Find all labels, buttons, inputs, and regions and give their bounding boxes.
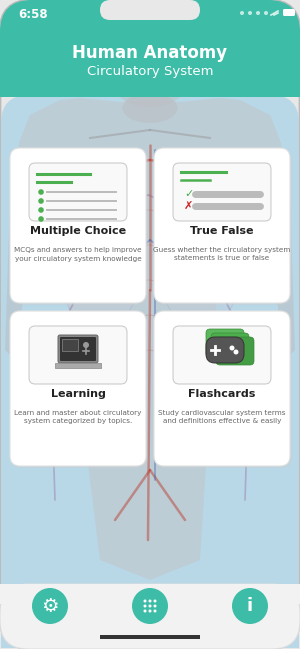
Circle shape	[232, 588, 268, 624]
Circle shape	[38, 198, 44, 204]
FancyBboxPatch shape	[173, 163, 271, 221]
Circle shape	[230, 345, 235, 350]
FancyBboxPatch shape	[283, 9, 295, 16]
Text: 6:58: 6:58	[18, 8, 48, 21]
Text: ✓: ✓	[184, 189, 194, 199]
Circle shape	[148, 604, 152, 607]
Text: True False: True False	[190, 226, 254, 236]
Circle shape	[38, 216, 44, 222]
FancyBboxPatch shape	[154, 148, 290, 303]
Circle shape	[148, 609, 152, 613]
FancyBboxPatch shape	[60, 337, 96, 361]
Ellipse shape	[112, 57, 188, 107]
FancyBboxPatch shape	[0, 584, 300, 649]
Text: Learning: Learning	[51, 389, 105, 399]
Text: i: i	[247, 597, 253, 615]
FancyBboxPatch shape	[206, 337, 244, 363]
Text: Study cardiovascular system terms
and definitions effective & easily: Study cardiovascular system terms and de…	[158, 410, 286, 424]
FancyBboxPatch shape	[100, 0, 200, 20]
Text: Guess whether the circulatory system
statements is true or false: Guess whether the circulatory system sta…	[153, 247, 291, 262]
FancyBboxPatch shape	[12, 150, 148, 305]
FancyBboxPatch shape	[211, 333, 249, 361]
Circle shape	[154, 604, 157, 607]
Text: Human Anatomy: Human Anatomy	[72, 44, 228, 62]
FancyBboxPatch shape	[10, 148, 146, 303]
FancyBboxPatch shape	[154, 311, 290, 466]
Bar	[0, 60, 300, 97]
Circle shape	[83, 342, 89, 348]
FancyBboxPatch shape	[216, 337, 254, 365]
Ellipse shape	[160, 210, 240, 330]
Circle shape	[38, 207, 44, 213]
Bar	[0, 584, 300, 604]
FancyBboxPatch shape	[58, 335, 98, 363]
Polygon shape	[15, 98, 285, 580]
Circle shape	[143, 600, 146, 602]
FancyBboxPatch shape	[156, 150, 292, 305]
Text: ✗: ✗	[184, 201, 194, 211]
Circle shape	[143, 604, 146, 607]
Polygon shape	[5, 175, 55, 360]
Circle shape	[132, 588, 168, 624]
Bar	[55, 363, 101, 368]
Circle shape	[256, 11, 260, 15]
Circle shape	[32, 588, 68, 624]
Circle shape	[154, 600, 157, 602]
Circle shape	[154, 609, 157, 613]
FancyBboxPatch shape	[1, 95, 299, 648]
FancyBboxPatch shape	[29, 326, 127, 384]
Text: Flashcards: Flashcards	[188, 389, 256, 399]
FancyBboxPatch shape	[0, 0, 300, 97]
Text: Learn and master about circulatory
system categorized by topics.: Learn and master about circulatory syste…	[14, 410, 142, 424]
Bar	[1, 619, 299, 648]
Circle shape	[148, 600, 152, 602]
FancyBboxPatch shape	[10, 311, 146, 466]
Circle shape	[38, 190, 44, 195]
Bar	[62, 339, 78, 351]
Circle shape	[248, 11, 252, 15]
Circle shape	[240, 11, 244, 15]
Polygon shape	[245, 175, 295, 360]
FancyBboxPatch shape	[29, 163, 127, 221]
Text: Multiple Choice: Multiple Choice	[30, 226, 126, 236]
Circle shape	[143, 609, 146, 613]
Text: Circulatory System: Circulatory System	[87, 66, 213, 79]
Bar	[100, 635, 200, 639]
FancyBboxPatch shape	[12, 313, 148, 468]
FancyBboxPatch shape	[173, 326, 271, 384]
FancyBboxPatch shape	[156, 313, 292, 468]
Text: MCQs and answers to help improve
your circulatory system knowledge: MCQs and answers to help improve your ci…	[14, 247, 142, 262]
Circle shape	[233, 350, 238, 354]
FancyBboxPatch shape	[206, 329, 244, 357]
Ellipse shape	[60, 210, 140, 330]
Text: ⚙: ⚙	[41, 596, 59, 615]
Ellipse shape	[122, 93, 178, 123]
Circle shape	[264, 11, 268, 15]
